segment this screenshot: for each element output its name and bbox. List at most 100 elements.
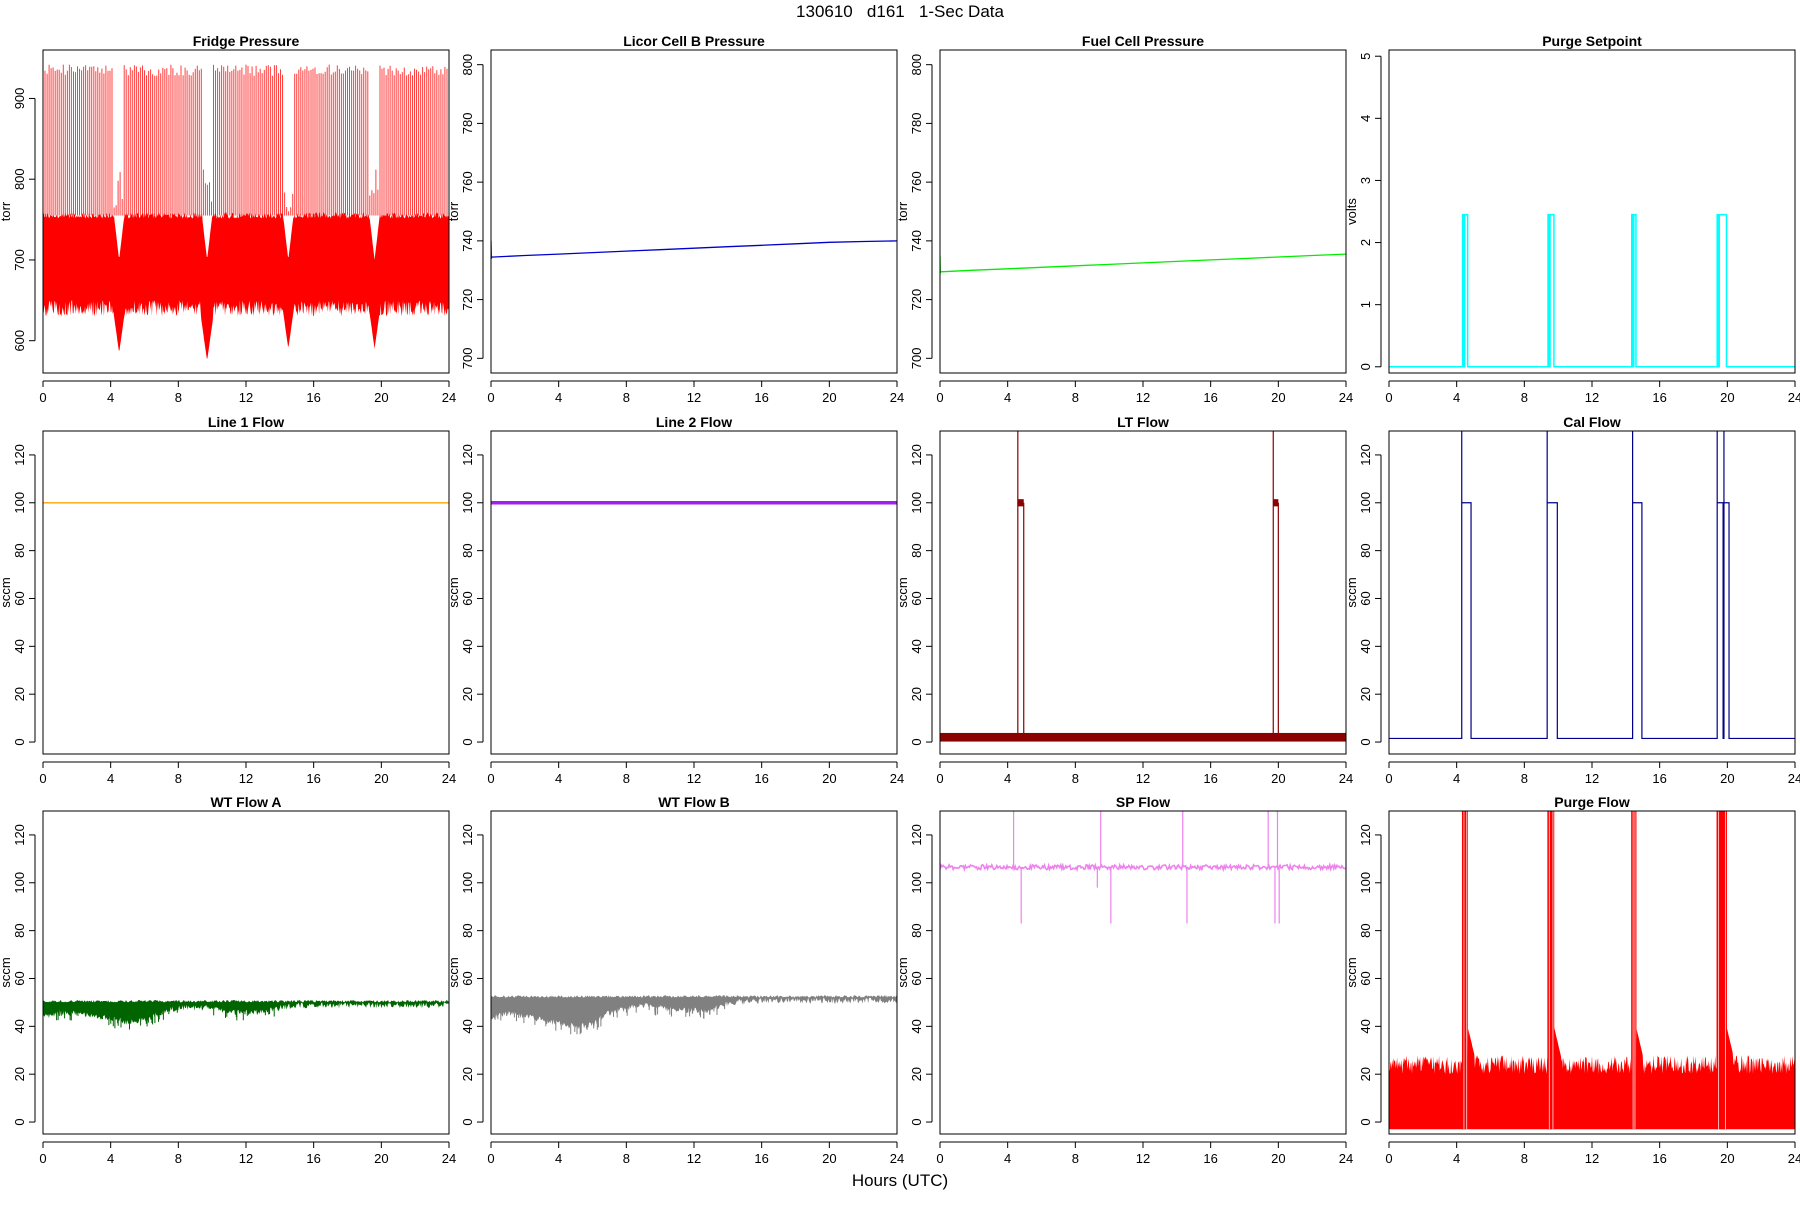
y-tick-label: 0 bbox=[1358, 1118, 1373, 1125]
x-tick-label: 0 bbox=[487, 390, 494, 405]
panel-title: Purge Setpoint bbox=[1542, 33, 1642, 49]
y-tick-label: 0 bbox=[460, 738, 475, 745]
y-tick-label: 100 bbox=[12, 492, 27, 514]
x-tick-label: 0 bbox=[1385, 390, 1392, 405]
y-axis: 700 720 740 760 780 800 bbox=[909, 54, 933, 369]
y-axis-label: torr bbox=[0, 201, 13, 221]
plot-frame bbox=[939, 430, 1347, 755]
y-tick-label: 60 bbox=[909, 591, 924, 605]
x-axis: 0 4 8 12 16 20 24 bbox=[487, 1141, 904, 1166]
x-tick-label: 4 bbox=[1453, 1151, 1460, 1166]
x-tick-label: 0 bbox=[39, 1151, 46, 1166]
x-tick-label: 24 bbox=[1788, 771, 1800, 786]
panel-purge-flow: Purge Flow 0 4 8 12 16 20 24 0 20 40 60 80 100 120 sccm bbox=[1344, 794, 1800, 1166]
plot-frame bbox=[490, 49, 898, 374]
x-tick-label: 20 bbox=[1720, 390, 1734, 405]
panel-line-1-flow: Line 1 Flow 0 4 8 12 16 20 24 0 20 40 60 80 100 120 scc… bbox=[0, 414, 456, 786]
x-tick-label: 12 bbox=[687, 390, 701, 405]
x-tick-label: 4 bbox=[1004, 1151, 1011, 1166]
y-axis: 0 1 2 3 4 5 bbox=[1358, 53, 1382, 370]
y-tick-label: 100 bbox=[909, 492, 924, 514]
x-tick-label: 4 bbox=[555, 1151, 562, 1166]
x-tick-label: 12 bbox=[1136, 1151, 1150, 1166]
x-tick-label: 16 bbox=[754, 771, 768, 786]
x-tick-label: 0 bbox=[936, 1151, 943, 1166]
panel-title: WT Flow B bbox=[658, 794, 730, 810]
panel-title: Cal Flow bbox=[1563, 414, 1621, 430]
x-axis: 0 4 8 12 16 20 24 bbox=[487, 761, 904, 786]
y-tick-label: 20 bbox=[909, 1067, 924, 1081]
y-tick-label: 0 bbox=[909, 1118, 924, 1125]
x-axis: 0 4 8 12 16 20 24 bbox=[936, 380, 1353, 405]
panel-title: SP Flow bbox=[1116, 794, 1170, 810]
y-tick-label: 700 bbox=[12, 249, 27, 271]
y-tick-label: 720 bbox=[460, 289, 475, 311]
panel-sp-flow: SP Flow 0 4 8 12 16 20 24 0 20 40 60 80 100 120 sccm bbox=[895, 794, 1353, 1166]
data-pulse bbox=[1273, 499, 1279, 507]
data-spikes bbox=[1012, 811, 1280, 924]
x-tick-label: 20 bbox=[374, 390, 388, 405]
y-tick-label: 120 bbox=[909, 824, 924, 846]
y-tick-label: 600 bbox=[12, 330, 27, 352]
x-tick-label: 20 bbox=[374, 1151, 388, 1166]
x-tick-label: 12 bbox=[1585, 771, 1599, 786]
x-axis: 0 4 8 12 16 20 24 bbox=[936, 761, 1353, 786]
y-tick-label: 20 bbox=[1358, 687, 1373, 701]
x-tick-label: 24 bbox=[1339, 390, 1353, 405]
series-fridge-pressure bbox=[43, 64, 449, 359]
x-tick-label: 16 bbox=[306, 771, 320, 786]
plot-frame bbox=[939, 49, 1347, 374]
y-tick-label: 100 bbox=[460, 492, 475, 514]
y-tick-label: 20 bbox=[1358, 1067, 1373, 1081]
data-spikes bbox=[43, 64, 448, 216]
panel-line-2-flow: Line 2 Flow 0 4 8 12 16 20 24 0 20 40 60 80 100 120 scc… bbox=[446, 414, 904, 786]
y-tick-label: 5 bbox=[1358, 53, 1373, 60]
series-fuel-cell-pressure bbox=[940, 253, 1346, 274]
y-tick-label: 0 bbox=[12, 1118, 27, 1125]
y-axis-label: sccm bbox=[1344, 577, 1359, 607]
y-tick-label: 800 bbox=[909, 54, 924, 76]
y-tick-label: 800 bbox=[12, 168, 27, 190]
series-sp-flow bbox=[940, 811, 1346, 924]
panel-title: Line 2 Flow bbox=[656, 414, 732, 430]
panel-wt-flow-b: WT Flow B 0 4 8 12 16 20 24 0 20 40 60 80 100 120 sccm bbox=[446, 794, 904, 1166]
y-tick-label: 80 bbox=[909, 543, 924, 557]
series-purge-setpoint bbox=[1389, 213, 1795, 368]
y-tick-label: 20 bbox=[12, 687, 27, 701]
y-tick-label: 40 bbox=[12, 639, 27, 653]
x-tick-label: 8 bbox=[1521, 390, 1528, 405]
y-tick-label: 40 bbox=[460, 1019, 475, 1033]
x-tick-label: 12 bbox=[687, 771, 701, 786]
y-tick-label: 760 bbox=[909, 171, 924, 193]
x-tick-label: 12 bbox=[239, 390, 253, 405]
y-axis: 700 720 740 760 780 800 bbox=[460, 54, 484, 369]
x-tick-label: 4 bbox=[107, 390, 114, 405]
y-tick-label: 80 bbox=[1358, 923, 1373, 937]
y-tick-label: 0 bbox=[909, 738, 924, 745]
x-tick-label: 8 bbox=[1072, 1151, 1079, 1166]
data-noise bbox=[56, 1002, 275, 1030]
y-tick-label: 40 bbox=[909, 639, 924, 653]
x-tick-label: 20 bbox=[822, 771, 836, 786]
y-tick-label: 60 bbox=[12, 971, 27, 985]
panel-licor-cell-b-pressure: Licor Cell B Pressure 0 4 8 12 16 20 24 700 720 74… bbox=[446, 33, 904, 405]
y-axis-label: torr bbox=[446, 201, 461, 221]
y-tick-label: 60 bbox=[1358, 591, 1373, 605]
data-band bbox=[491, 995, 897, 1030]
y-tick-label: 100 bbox=[1358, 872, 1373, 894]
y-tick-label: 100 bbox=[12, 872, 27, 894]
data-pulse-edge bbox=[1272, 431, 1279, 738]
y-axis: 0 20 40 60 80 100 120 bbox=[12, 824, 36, 1126]
y-tick-label: 0 bbox=[1358, 363, 1373, 370]
x-tick-label: 4 bbox=[555, 390, 562, 405]
x-tick-label: 20 bbox=[1271, 771, 1285, 786]
y-axis-label: sccm bbox=[446, 577, 461, 607]
x-tick-label: 16 bbox=[306, 1151, 320, 1166]
y-tick-label: 780 bbox=[460, 113, 475, 135]
x-tick-label: 20 bbox=[1720, 1151, 1734, 1166]
series-licor-cell-b-pressure bbox=[491, 240, 897, 259]
x-tick-label: 16 bbox=[1203, 771, 1217, 786]
y-tick-label: 2 bbox=[1358, 239, 1373, 246]
y-tick-label: 40 bbox=[1358, 1019, 1373, 1033]
x-tick-label: 24 bbox=[890, 771, 904, 786]
